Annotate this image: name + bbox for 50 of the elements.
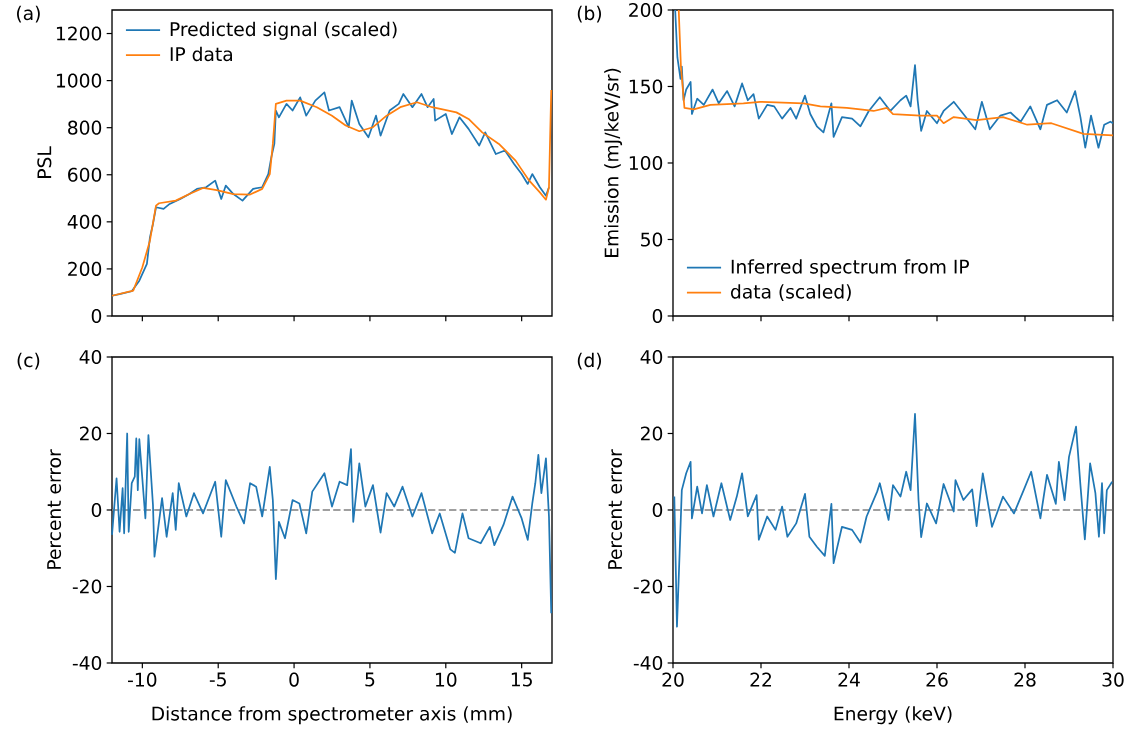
y-tick-label: 1200 <box>56 26 102 41</box>
x-tick-label: 20 <box>662 672 684 687</box>
y-axis-title: PSL <box>37 146 52 178</box>
y-tick-label: 1000 <box>56 73 102 88</box>
y-tick-label: 150 <box>629 79 663 94</box>
line-series <box>673 413 1113 628</box>
chart-title: (c) <box>17 352 40 370</box>
y-tick-label: 0 <box>91 502 102 518</box>
y-tick-label: 0 <box>652 308 663 324</box>
x-tick-label: 10 <box>435 672 457 687</box>
y-tick-label: 50 <box>641 232 663 247</box>
y-tick-label: 40 <box>640 349 663 365</box>
y-tick-label: 600 <box>68 167 102 182</box>
y-tick-label: -20 <box>633 579 663 594</box>
y-tick-label: 0 <box>91 308 102 324</box>
y-tick-label: -40 <box>633 655 663 671</box>
y-tick-label: 200 <box>68 261 102 276</box>
y-tick-label: 100 <box>629 155 663 171</box>
chart-title: (a) <box>17 5 40 23</box>
y-tick-label: 40 <box>79 349 102 365</box>
y-tick-label: -20 <box>72 579 102 594</box>
y-tick-label: 200 <box>629 2 663 18</box>
x-axis-title: Energy (keV) <box>834 706 952 725</box>
legend-label: data (scaled) <box>730 284 851 301</box>
y-tick-label: 20 <box>641 426 663 441</box>
chart-title: (b) <box>577 5 602 23</box>
y-tick-label: 400 <box>67 214 102 229</box>
y-tick-label: 20 <box>80 426 102 441</box>
x-tick-label: 28 <box>1014 672 1036 687</box>
x-tick-label: 24 <box>838 672 860 687</box>
y-axis-title: Emission (mJ/keV/sr) <box>604 68 623 257</box>
x-tick-label: -5 <box>209 672 226 687</box>
x-axis-title: Distance from spectrometer axis (mm) <box>152 706 512 725</box>
chart-title: (d) <box>577 352 602 370</box>
x-tick-label: 5 <box>365 672 375 687</box>
y-tick-label: 0 <box>652 502 663 518</box>
legend-label: Inferred spectrum from IP <box>731 259 969 278</box>
y-axis-title: Percent error <box>47 449 62 569</box>
x-tick-label: 15 <box>511 672 532 687</box>
x-tick-label: 30 <box>1102 672 1124 687</box>
legend-label: IP data <box>170 46 232 62</box>
x-tick-label: 22 <box>750 672 772 687</box>
legend-label: Predicted signal (scaled) <box>170 21 397 40</box>
line-series <box>111 432 553 615</box>
x-tick-label: -10 <box>128 672 157 687</box>
x-tick-label: 0 <box>289 672 299 687</box>
y-axis-title: Percent error <box>608 449 623 569</box>
y-tick-label: -40 <box>72 655 102 671</box>
y-tick-label: 800 <box>68 120 102 135</box>
x-tick-label: 26 <box>926 672 948 687</box>
